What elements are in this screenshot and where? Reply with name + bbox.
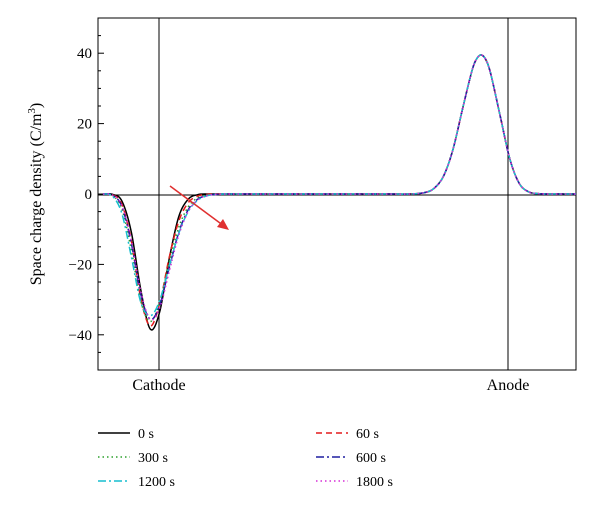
time-arrow-shaft	[169, 185, 225, 227]
legend-label: 60 s	[356, 427, 379, 442]
y-tick-label: 20	[77, 117, 92, 133]
time-arrow	[169, 185, 229, 230]
y-axis-label-main: Space charge density (C/m	[28, 113, 45, 285]
legend-label: 1200 s	[138, 475, 175, 490]
legend: 0 s 300 s 1200 s 60 s 600 s 1800 s	[98, 427, 393, 490]
time-arrow-head	[217, 219, 229, 230]
y-ticks: −40 −20 0 20 40	[69, 17, 104, 371]
legend-label: 600 s	[356, 451, 386, 466]
series-line-1	[102, 54, 576, 327]
legend-label: 300 s	[138, 451, 168, 466]
series-group	[102, 54, 576, 331]
cathode-label: Cathode	[132, 377, 185, 394]
series-line-4	[102, 54, 576, 317]
y-tick-label: −20	[69, 257, 92, 273]
y-tick-label: 0	[85, 187, 93, 203]
series-line-5	[102, 54, 576, 321]
anode-label: Anode	[487, 377, 530, 394]
series-line-0	[102, 54, 576, 331]
series-line-3	[102, 54, 576, 321]
y-tick-label: 40	[77, 46, 92, 62]
y-tick-label: −40	[69, 328, 92, 344]
legend-label: 0 s	[138, 427, 154, 442]
y-axis-label: Space charge density (C/m3)	[26, 103, 45, 285]
y-axis-label-close: )	[28, 103, 45, 108]
y-axis-label-sup: 3	[26, 108, 38, 114]
legend-label: 1800 s	[356, 475, 393, 490]
